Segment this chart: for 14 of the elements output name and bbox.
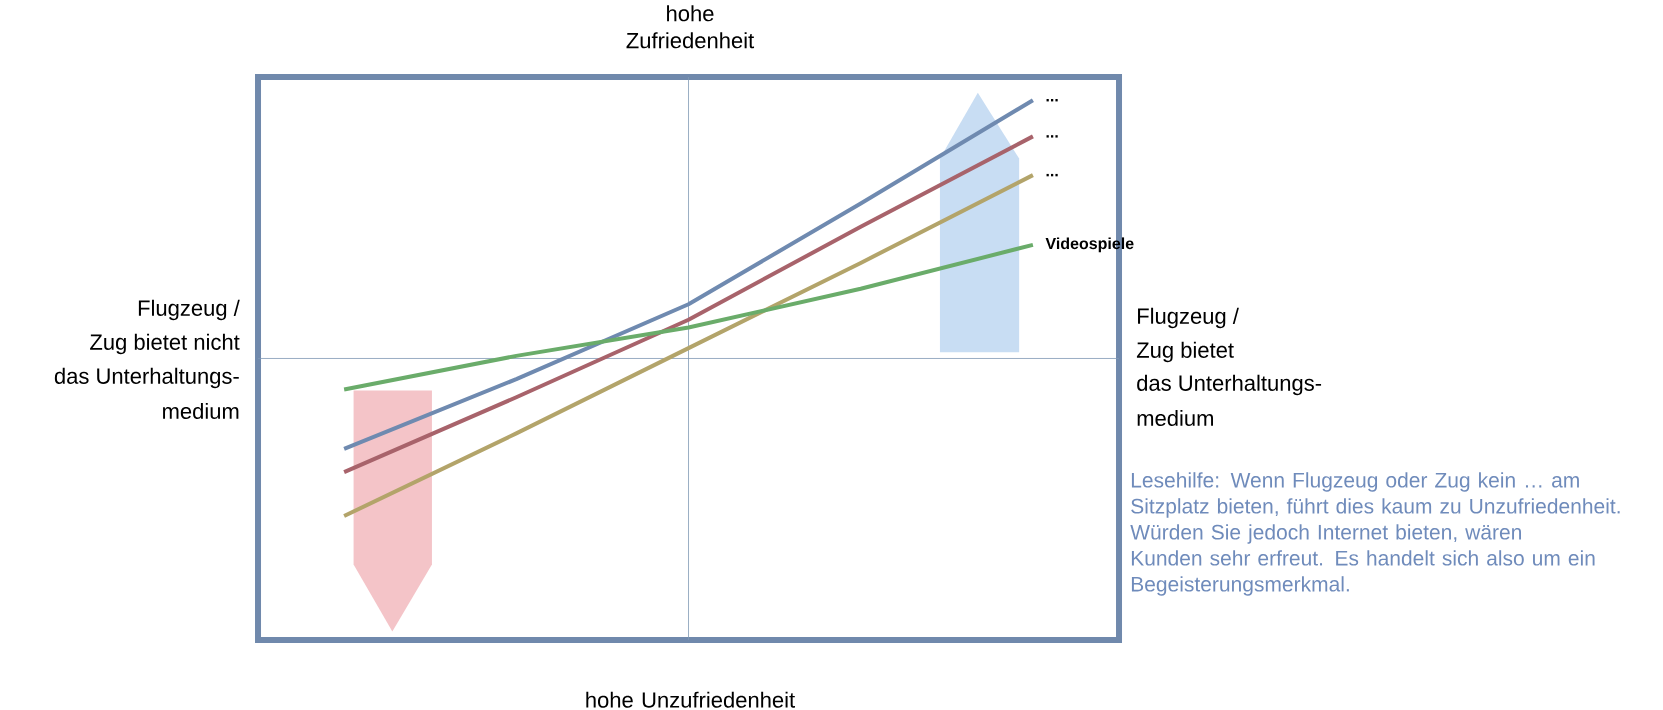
text: hohe Zufriedenheit <box>626 5 755 49</box>
text: Zug bietet <box>1136 341 1234 363</box>
text: medium <box>1137 409 1213 427</box>
text: das Unterhaltungs- <box>1137 374 1322 396</box>
text: Zug bietet nicht <box>90 333 240 355</box>
text: medium <box>163 402 239 420</box>
series-label: ... <box>1046 173 1058 177</box>
series-label: ... <box>1046 99 1058 102</box>
text: Lesehilfe: Wenn Flugzeug oder Zug kein … am Sitzplatz bieten, führt dies kaum zu Unzufriedenheit. Würden Sie jedoch Internet bieten, wären Kunden sehr erfreut. Es handelt sich also um ein Begeisterungsmerkmal. <box>1130 472 1620 596</box>
text: Flugzeug / <box>1138 307 1239 329</box>
text: das Unterhaltungs- <box>54 367 239 389</box>
text: hohe Unzufriedenheit <box>586 691 795 708</box>
text: Flugzeug / <box>138 299 240 321</box>
series-label: ... <box>1046 135 1058 138</box>
